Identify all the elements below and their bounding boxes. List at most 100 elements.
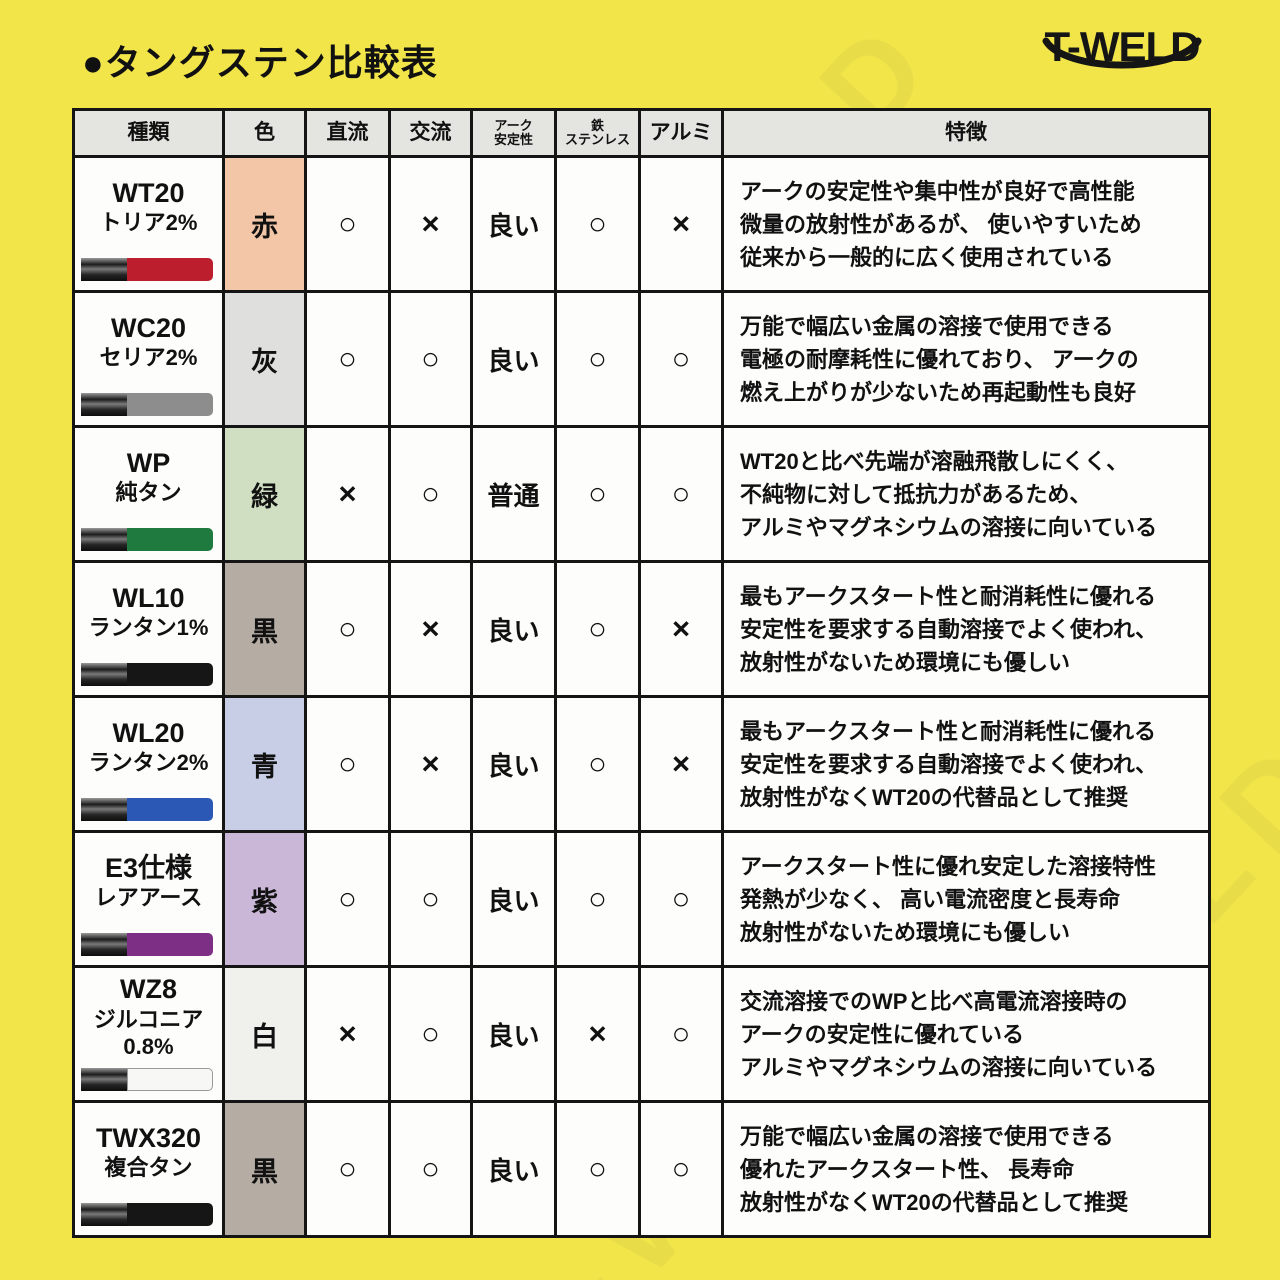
electrode-butt bbox=[81, 393, 127, 416]
type-name-line: 0.8% bbox=[123, 1034, 174, 1060]
cell-type: WZ8 ジルコニア 0.8% bbox=[72, 965, 225, 1103]
type-name: WT20 トリア2% bbox=[75, 177, 222, 271]
cell-ac: × bbox=[388, 695, 473, 833]
type-name: WP 純タン bbox=[75, 447, 222, 541]
cell-steel-stainless: ○ bbox=[554, 830, 641, 968]
logo-text: T-WELD bbox=[1045, 23, 1200, 70]
type-name-line: ランタン2% bbox=[88, 750, 209, 776]
electrode-image bbox=[81, 258, 213, 281]
feature-text-line: 安定性を要求する自動溶接でよく使われ、 bbox=[740, 751, 1158, 777]
feature-text-line: アークスタート性に優れ安定した溶接特性 bbox=[740, 853, 1157, 879]
cell-type: E3仕様 レアアース bbox=[72, 830, 225, 968]
cell-features: 交流溶接でのWPと比べ高電流溶接時の アークの安定性に優れている アルミやマグネシウ… bbox=[721, 965, 1211, 1103]
cell-type: TWX320 複合タン bbox=[72, 1100, 225, 1238]
type-name: WC20 セリア2% bbox=[75, 312, 222, 406]
cell-ac: ○ bbox=[388, 830, 473, 968]
feature-text-line: 従来から一般的に広く使用されている bbox=[740, 244, 1114, 270]
t-weld-logo: T-WELD bbox=[1042, 23, 1202, 70]
col-header-steel-stainless: 鉄ステンレス bbox=[554, 108, 641, 158]
table-body: WT20 トリア2% 赤 ○ × 良い ○ × アークの安定性や集中性が良好で高性能 微量の放射性… bbox=[72, 155, 1211, 1238]
cell-arc-stability: 普通 bbox=[470, 425, 557, 563]
feature-text-line: 微量の放射性があるが、 使いやすいため bbox=[740, 211, 1142, 237]
electrode-image bbox=[81, 933, 213, 956]
color-label: 紫 bbox=[251, 886, 278, 917]
col-header-dc: 直流 bbox=[304, 108, 391, 158]
cell-aluminum: × bbox=[638, 695, 724, 833]
electrode-butt bbox=[81, 258, 127, 281]
color-label: 赤 bbox=[251, 211, 278, 242]
cell-ac: ○ bbox=[388, 1100, 473, 1238]
header-label: 種類 bbox=[127, 121, 170, 145]
cell-dc: ○ bbox=[304, 290, 391, 428]
cell-aluminum: ○ bbox=[638, 965, 724, 1103]
cell-arc-stability: 良い bbox=[470, 1100, 557, 1238]
feature-text-line: 放射性がなくWT20の代替品として推奨 bbox=[740, 1189, 1129, 1215]
feature-text-line: 交流溶接でのWPと比べ高電流溶接時の bbox=[740, 988, 1128, 1014]
feature-text-line: 最もアークスタート性と耐消耗性に優れる bbox=[740, 718, 1157, 744]
cell-ac: ○ bbox=[388, 965, 473, 1103]
electrode-butt bbox=[81, 798, 127, 821]
cell-color: 紫 bbox=[222, 830, 307, 968]
table-head: 種類色直流 交流 アーク 安定性鉄ステンレス アルミ 特徴 bbox=[72, 108, 1211, 158]
table-row: TWX320 複合タン黒 ○ ○ 良い ○ ○ 万能で幅広い金属の溶接で使用できる 優れたアーク… bbox=[72, 1100, 1211, 1238]
feature-text-line: 発熱が少なく、 高い電流密度と長寿命 bbox=[740, 886, 1121, 912]
header-label: 直流 bbox=[326, 121, 369, 145]
col-header-arc-stability: アーク 安定性 bbox=[470, 108, 557, 158]
header-label: アルミ bbox=[649, 121, 713, 145]
col-header-ac: 交流 bbox=[388, 108, 473, 158]
electrode-color-tip bbox=[127, 1203, 213, 1226]
feature-text-line: 放射性がないため環境にも優しい bbox=[740, 649, 1071, 675]
feature-text-line: アルミやマグネシウムの溶接に向いている bbox=[740, 1054, 1158, 1080]
electrode-color-tip bbox=[127, 1068, 213, 1091]
cell-aluminum: ○ bbox=[638, 425, 724, 563]
header-row: 種類色直流 交流 アーク 安定性鉄ステンレス アルミ 特徴 bbox=[72, 108, 1211, 158]
type-name-line: セリア2% bbox=[99, 345, 198, 371]
cell-color: 緑 bbox=[222, 425, 307, 563]
electrode-image bbox=[81, 528, 213, 551]
electrode-butt bbox=[81, 1203, 127, 1226]
electrode-image bbox=[81, 798, 213, 821]
cell-steel-stainless: ○ bbox=[554, 1100, 641, 1238]
col-header-color: 色 bbox=[222, 108, 307, 158]
table-row: WC20 セリア2% 灰 ○ ○ 良い ○ ○ 万能で幅広い金属の溶接で使用できる 電極の耐摩耗性… bbox=[72, 290, 1211, 428]
cell-steel-stainless: ○ bbox=[554, 560, 641, 698]
cell-arc-stability: 良い bbox=[470, 290, 557, 428]
cell-features: 万能で幅広い金属の溶接で使用できる 電極の耐摩耗性に優れており、 アークの 燃え上が… bbox=[721, 290, 1211, 428]
cell-steel-stainless: ○ bbox=[554, 695, 641, 833]
feature-text-line: WT20と比べ先端が溶融飛散しにくく、 bbox=[740, 448, 1129, 474]
cell-type: WC20 セリア2% bbox=[72, 290, 225, 428]
type-name-line: トリア2% bbox=[99, 210, 198, 236]
type-name-line: TWX320 bbox=[95, 1123, 202, 1154]
type-name: TWX320 複合タン bbox=[75, 1122, 222, 1216]
table-row: E3仕様 レアアース紫 ○ ○ 良い ○ ○ アークスタート性に優れ安定した溶接特性 発熱が少な… bbox=[72, 830, 1211, 968]
cell-dc: ○ bbox=[304, 1100, 391, 1238]
electrode-color-tip bbox=[127, 393, 213, 416]
type-name-line: WZ8 bbox=[120, 974, 177, 1005]
feature-text-line: 優れたアークスタート性、 長寿命 bbox=[740, 1156, 1075, 1182]
type-name-line: WL10 bbox=[112, 583, 185, 614]
cell-type: WL10 ランタン1% bbox=[72, 560, 225, 698]
cell-color: 青 bbox=[222, 695, 307, 833]
cell-color: 灰 bbox=[222, 290, 307, 428]
electrode-image bbox=[81, 663, 213, 686]
electrode-butt bbox=[81, 1068, 127, 1091]
type-name-line: WT20 bbox=[112, 178, 185, 209]
type-name: WL10 ランタン1% bbox=[75, 582, 222, 676]
color-label: 灰 bbox=[251, 346, 278, 377]
comparison-table: 種類色直流 交流 アーク 安定性鉄ステンレス アルミ 特徴 WT20 トリア2% 赤 ○ × 良い ○… bbox=[72, 108, 1211, 1238]
cell-color: 黒 bbox=[222, 1100, 307, 1238]
electrode-color-tip bbox=[127, 528, 213, 551]
electrode-color-tip bbox=[127, 933, 213, 956]
cell-aluminum: × bbox=[638, 560, 724, 698]
cell-color: 黒 bbox=[222, 560, 307, 698]
feature-text-line: 放射性がなくWT20の代替品として推奨 bbox=[740, 784, 1129, 810]
type-name: WL20 ランタン2% bbox=[75, 717, 222, 811]
cell-dc: ○ bbox=[304, 830, 391, 968]
cell-type: WT20 トリア2% bbox=[72, 155, 225, 293]
type-name-line: 複合タン bbox=[104, 1155, 193, 1181]
feature-text-line: 最もアークスタート性と耐消耗性に優れる bbox=[740, 583, 1157, 609]
cell-dc: × bbox=[304, 965, 391, 1103]
type-name: WZ8 ジルコニア 0.8% bbox=[75, 973, 222, 1094]
cell-type: WL20 ランタン2% bbox=[72, 695, 225, 833]
feature-text-line: 電極の耐摩耗性に優れており、 アークの bbox=[740, 346, 1139, 372]
